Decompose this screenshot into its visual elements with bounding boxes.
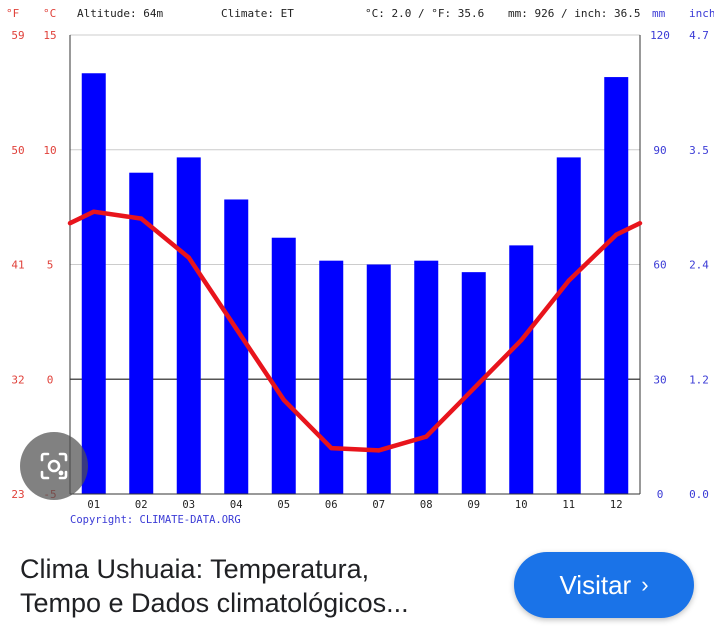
month-label: 11 [562, 499, 575, 511]
result-title-line2: Tempo e Dados climatológicos... [20, 588, 409, 618]
result-title-line1: Clima Ushuaia: Temperatura, [20, 554, 370, 584]
result-title[interactable]: Clima Ushuaia: Temperatura, Tempo e Dado… [20, 552, 490, 620]
mm-tick-label: 0 [657, 488, 664, 501]
climate-label: Climate: ET [221, 7, 294, 20]
precip-bar [414, 260, 439, 494]
c-tick-label: 5 [47, 259, 54, 272]
visit-button[interactable]: Visitar › [514, 552, 694, 618]
month-label: 02 [135, 499, 148, 511]
precip-bar [319, 260, 344, 494]
c-tick-label: 15 [43, 29, 56, 42]
mm-unit: mm [652, 7, 666, 20]
c-tick-label: 10 [43, 144, 56, 157]
temperature-point [614, 232, 619, 237]
inch-unit: inch [689, 7, 714, 20]
month-label: 04 [230, 499, 243, 511]
temperature-summary: °C: 2.0 / °F: 35.6 [365, 7, 484, 20]
temperature-point [376, 448, 381, 453]
precip-bar [556, 157, 581, 494]
precip-bar [509, 245, 534, 494]
precip-bar [224, 199, 249, 494]
precip-bar [176, 157, 201, 494]
chevron-right-icon: › [641, 572, 649, 597]
camera-lens-icon [40, 452, 68, 480]
celsius-unit: °C [43, 7, 56, 20]
month-label: 10 [515, 499, 528, 511]
inch-tick-label: 0.0 [689, 488, 709, 501]
f-tick-label: 32 [11, 373, 24, 386]
temperature-point [139, 216, 144, 221]
temperature-point [471, 386, 476, 391]
month-label: 06 [325, 499, 338, 511]
precip-bar [271, 237, 296, 494]
temperature-point [281, 397, 286, 403]
inch-tick-label: 4.7 [689, 29, 709, 42]
precip-bar [604, 77, 629, 494]
f-tick-label: 23 [11, 488, 24, 501]
month-label: 12 [610, 499, 623, 511]
precip-bar [81, 73, 106, 494]
temperature-point [329, 445, 334, 451]
temperature-line [67, 209, 643, 453]
inch-tick-label: 3.5 [689, 144, 709, 157]
temperature-point [186, 255, 191, 260]
temperature-point [424, 434, 429, 439]
month-label: 08 [420, 499, 433, 511]
mm-tick-label: 120 [650, 29, 670, 42]
mm-tick-label: 30 [653, 373, 666, 386]
f-tick-label: 50 [11, 144, 24, 157]
inch-tick-label: 1.2 [689, 373, 709, 386]
month-label: 03 [182, 499, 195, 511]
inch-tick-label: 2.4 [689, 259, 709, 272]
temperature-point [519, 338, 524, 343]
month-label: 01 [87, 499, 100, 511]
month-label: 09 [467, 499, 480, 511]
fahrenheit-unit: °F [6, 7, 19, 20]
mm-tick-label: 60 [653, 259, 666, 272]
month-label: 05 [277, 499, 290, 511]
precip-bar [366, 264, 391, 494]
f-tick-label: 59 [11, 29, 24, 42]
month-label: 07 [372, 499, 385, 511]
temperature-point [91, 209, 96, 214]
lens-button[interactable] [20, 432, 88, 500]
copyright-text: Copyright: CLIMATE-DATA.ORG [70, 514, 241, 526]
altitude-label: Altitude: 64m [77, 7, 163, 20]
c-tick-label: 0 [47, 373, 54, 386]
temperature-point [234, 326, 239, 331]
visit-button-label: Visitar [559, 569, 632, 600]
mm-tick-label: 90 [653, 144, 666, 157]
climate-chart: °F °C Altitude: 64m Climate: ET °C: 2.0 … [6, 7, 714, 526]
precipitation-summary: mm: 926 / inch: 36.5 [508, 7, 640, 20]
f-tick-label: 41 [11, 259, 24, 272]
temperature-point [566, 278, 571, 283]
